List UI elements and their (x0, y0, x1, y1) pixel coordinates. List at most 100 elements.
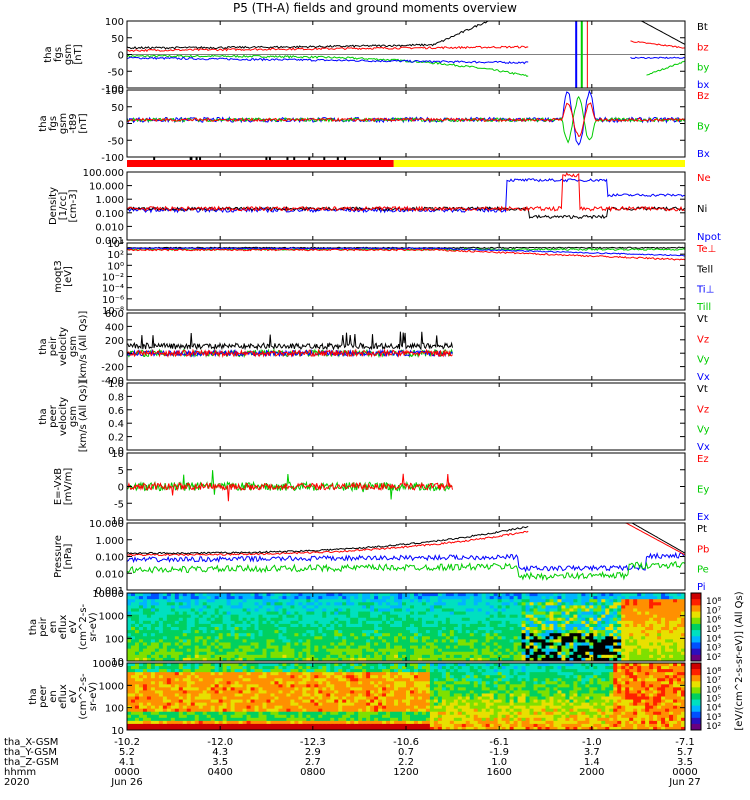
heatmap-cell (270, 678, 275, 682)
heatmap-cell (681, 614, 685, 619)
heatmap-cell (621, 648, 626, 653)
heatmap-cell (266, 614, 271, 619)
heatmap-cell (358, 599, 363, 603)
heatmap-cell (589, 639, 594, 643)
heatmap-cell (286, 678, 291, 682)
heatmap-cell (549, 627, 554, 631)
heatmap-cell (194, 723, 200, 728)
heatmap-cell (601, 608, 606, 613)
heatmap-cell (190, 623, 196, 628)
heatmap-cell (605, 602, 610, 606)
heatmap-cell (170, 687, 176, 691)
heatmap-cell (657, 639, 662, 643)
heatmap-cell (398, 623, 403, 628)
heatmap-cell (657, 645, 662, 650)
heatmap-cell (577, 617, 582, 622)
heatmap-cell (362, 648, 367, 653)
heatmap-cell (190, 726, 196, 730)
heatmap-cell (577, 623, 582, 628)
heatmap-cell (613, 648, 618, 653)
heatmap-cell (230, 593, 236, 597)
heatmap-cell (330, 726, 335, 730)
heatmap-cell (429, 596, 435, 600)
heatmap-cell (362, 602, 367, 606)
heatmap-cell (190, 630, 196, 634)
heatmap-cell (230, 708, 236, 713)
heatmap-cell (262, 645, 267, 650)
heatmap-cell (210, 699, 216, 704)
heatmap-cell (127, 714, 132, 719)
heatmap-cell (170, 681, 176, 685)
heatmap-cell (398, 617, 403, 622)
heatmap-cell (130, 639, 136, 643)
heatmap-cell (533, 657, 539, 661)
heatmap-cell (593, 657, 598, 661)
heatmap-cell (318, 593, 323, 597)
heatmap-cell (429, 599, 435, 603)
heatmap-cell (449, 642, 455, 647)
heatmap-cell (382, 636, 387, 640)
heatmap-cell (453, 599, 459, 603)
heatmap-cell (338, 714, 343, 719)
heatmap-cell (354, 702, 359, 707)
heatmap-cell (138, 602, 144, 606)
heatmap-cell (166, 596, 172, 600)
heatmap-cell (178, 654, 184, 659)
heatmap-cell (206, 602, 212, 606)
heatmap-cell (250, 663, 256, 667)
heatmap-cell (298, 639, 303, 643)
heatmap-cell (206, 648, 212, 653)
heatmap-cell (633, 648, 638, 653)
heatmap-cell (457, 642, 463, 647)
heatmap-cell (421, 620, 427, 625)
heatmap-cell (525, 636, 531, 640)
heatmap-cell (206, 693, 212, 697)
heatmap-cell (497, 596, 503, 600)
heatmap-cell (354, 654, 359, 659)
heatmap-cell (178, 623, 184, 628)
heatmap-cell (589, 645, 594, 650)
heatmap-cell (421, 596, 427, 600)
heatmap-cell (246, 705, 252, 710)
heatmap-cell (242, 596, 248, 600)
heatmap-cell (441, 642, 447, 647)
heatmap-cell (302, 627, 307, 631)
heatmap-cell (346, 666, 351, 670)
heatmap-cell (346, 723, 351, 728)
heatmap-cell (266, 681, 271, 685)
heatmap-cell (625, 611, 630, 616)
heatmap-cell (142, 645, 148, 650)
heatmap-cell (230, 699, 236, 704)
heatmap-cell (182, 714, 188, 719)
heatmap-cell (210, 711, 216, 716)
heatmap-cell (246, 651, 252, 656)
heatmap-cell (485, 636, 491, 640)
heatmap-cell (218, 620, 224, 625)
heatmap-cell (274, 711, 279, 716)
heatmap-cell (441, 599, 447, 603)
heatmap-cell (489, 602, 495, 606)
heatmap-cell (318, 693, 323, 697)
heatmap-cell (342, 611, 347, 616)
heatmap-cell (461, 611, 467, 616)
heatmap-cell (553, 642, 558, 647)
heatmap-cell (278, 602, 283, 606)
heatmap-cell (170, 654, 176, 659)
heatmap-cell (206, 723, 212, 728)
heatmap-cell (310, 678, 315, 682)
heatmap-cell (238, 681, 244, 685)
heatmap-cell (378, 687, 383, 691)
heatmap-cell (649, 654, 654, 659)
heatmap-cell (513, 611, 519, 616)
heatmap-cell (226, 657, 232, 661)
heatmap-cell (453, 608, 459, 613)
heatmap-cell (477, 608, 483, 613)
heatmap-cell (142, 723, 148, 728)
heatmap-cell (138, 714, 144, 719)
heatmap-cell (174, 630, 180, 634)
heatmap-cell (270, 639, 275, 643)
heatmap-cell (633, 645, 638, 650)
heatmap-cell (553, 633, 558, 637)
heatmap-cell (362, 714, 367, 719)
